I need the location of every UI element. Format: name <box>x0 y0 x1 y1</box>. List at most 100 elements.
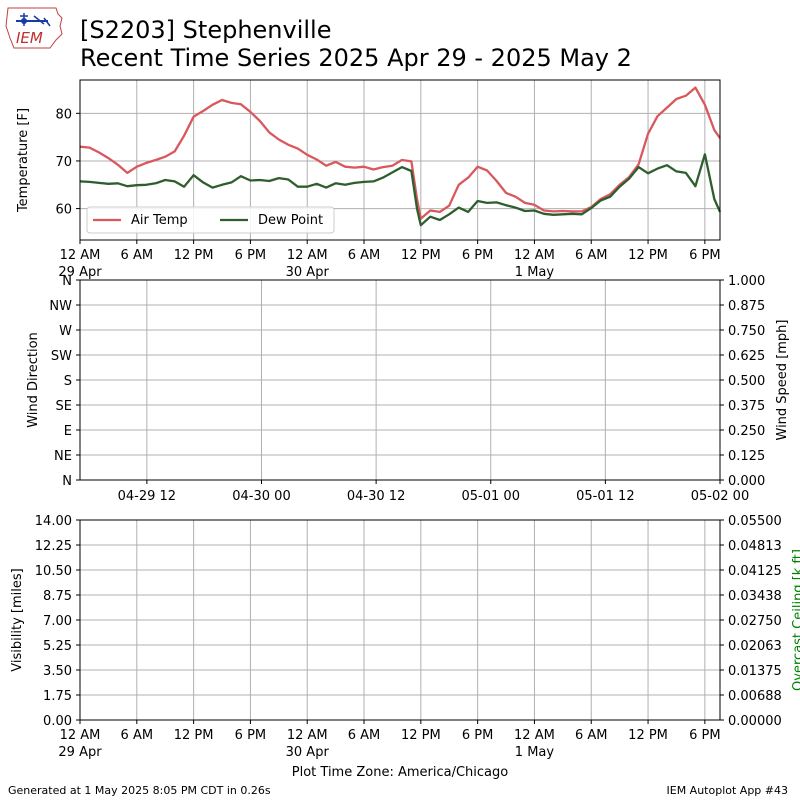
x-tick-label: 6 AM <box>348 248 381 263</box>
y2-tick-label: 0.750 <box>728 324 765 339</box>
y2-tick-label: 0.00000 <box>728 714 782 729</box>
x-axis-label: Plot Time Zone: America/Chicago <box>292 765 508 780</box>
y2-tick-label: 0.500 <box>728 374 765 389</box>
x-tick-label: 6 AM <box>121 248 154 263</box>
x-tick-label: 12 PM <box>174 728 214 743</box>
x-tick-label: 12 PM <box>628 248 668 263</box>
x-tick-sublabel: 29 Apr <box>58 265 102 280</box>
y2-tick-label: 0.000 <box>728 474 765 489</box>
y2-tick-label: 0.03438 <box>728 589 782 604</box>
y-tick-label: 5.25 <box>43 639 72 654</box>
x-tick-label: 12 PM <box>401 728 441 743</box>
plot-frame <box>79 279 721 481</box>
y-tick-label: 10.50 <box>35 564 72 579</box>
x-tick-label: 12 AM <box>60 248 101 263</box>
x-tick-label: 6 PM <box>689 248 720 263</box>
x-tick-label: 05-01 12 <box>576 489 634 504</box>
y-tick-label: 14.00 <box>35 514 72 529</box>
x-tick-label: 12 PM <box>401 248 441 263</box>
x-tick-sublabel: 1 May <box>515 265 555 280</box>
x-tick-sublabel: 29 Apr <box>58 745 102 760</box>
legend: Air Temp Dew Point <box>86 206 335 234</box>
y-tick-label: 12.25 <box>35 539 72 554</box>
x-tick-sublabel: 30 Apr <box>286 745 330 760</box>
plot-frame <box>79 519 721 721</box>
y2-tick-label: 0.02750 <box>728 614 782 629</box>
x-tick-label: 12 PM <box>628 728 668 743</box>
x-tick-label: 6 PM <box>235 728 266 743</box>
y-tick-label: SE <box>56 399 72 414</box>
legend-label-dew-point: Dew Point <box>258 213 323 228</box>
air-temp-line <box>79 86 721 220</box>
x-tick-label: 12 AM <box>514 728 555 743</box>
y-axis-label: Visibility [miles] <box>10 568 25 671</box>
plot-frame <box>79 79 721 241</box>
legend-box <box>86 206 335 234</box>
y-tick-label: 8.75 <box>43 589 72 604</box>
logo-text: IEM <box>16 29 43 47</box>
y2-tick-label: 0.00688 <box>728 689 782 704</box>
x-tick-label: 6 PM <box>462 728 493 743</box>
y2-tick-label: 0.01375 <box>728 664 782 679</box>
x-tick-label: 04-30 12 <box>347 489 405 504</box>
y-tick-label: 60 <box>55 203 72 218</box>
y2-tick-label: 0.04125 <box>728 564 782 579</box>
y-tick-label: S <box>64 374 72 389</box>
generated-footer: Generated at 1 May 2025 8:05 PM CDT in 0… <box>8 784 271 797</box>
x-tick-label: 6 PM <box>462 248 493 263</box>
y-tick-label: W <box>59 324 72 339</box>
x-tick-label: 12 PM <box>174 248 214 263</box>
y2-tick-label: 0.625 <box>728 349 765 364</box>
y-tick-label: NE <box>54 449 72 464</box>
y2-tick-label: 1.000 <box>728 274 765 289</box>
y2-axis-label: Overcast Ceiling [k ft] <box>791 549 800 691</box>
y-tick-label: E <box>64 424 72 439</box>
chart-title-line2: Recent Time Series 2025 Apr 29 - 2025 Ma… <box>80 44 632 72</box>
x-tick-label: 12 AM <box>287 728 328 743</box>
y-tick-label: 1.75 <box>43 689 72 704</box>
x-tick-label: 6 PM <box>235 248 266 263</box>
x-tick-label: 6 PM <box>689 728 720 743</box>
iem-logo: IEM <box>5 7 63 49</box>
x-tick-label: 6 AM <box>348 728 381 743</box>
y-tick-label: N <box>62 474 72 489</box>
y2-tick-label: 0.875 <box>728 299 765 314</box>
x-tick-label: 05-02 00 <box>691 489 749 504</box>
y2-axis-label: Wind Speed [mph] <box>775 320 790 441</box>
temperature-panel: 12 AM 29 Apr 6 AM 12 PM 6 PM 12 AM 30 Apr 6 AM 1… <box>16 79 722 280</box>
y-tick-label: NW <box>49 299 72 314</box>
y-tick-label: SW <box>51 349 72 364</box>
y2-tick-label: 0.05500 <box>728 514 782 529</box>
y-axis-label: Wind Direction <box>26 332 41 428</box>
visibility-panel: 12 AM 29 Apr 6 AM 12 PM 6 PM 12 AM 30 Apr 6 AM 1… <box>10 514 800 760</box>
x-tick-sublabel: 30 Apr <box>286 265 330 280</box>
x-tick-label: 6 AM <box>575 728 608 743</box>
y2-tick-label: 0.125 <box>728 449 765 464</box>
x-tick-label: 12 AM <box>60 728 101 743</box>
y2-tick-label: 0.375 <box>728 399 765 414</box>
y2-tick-label: 0.04813 <box>728 539 782 554</box>
legend-label-air-temp: Air Temp <box>131 213 188 228</box>
y-tick-label: 80 <box>55 107 72 122</box>
x-tick-label: 6 AM <box>121 728 154 743</box>
y-tick-label: 3.50 <box>43 664 72 679</box>
chart-title-line1: [S2203] Stephenville <box>80 16 332 44</box>
x-tick-label: 05-01 00 <box>462 489 520 504</box>
x-tick-label: 04-29 12 <box>118 489 176 504</box>
x-tick-sublabel: 1 May <box>515 745 555 760</box>
x-tick-label: 6 AM <box>575 248 608 263</box>
dew-point-line <box>79 153 722 227</box>
y-tick-label: N <box>62 274 72 289</box>
y-tick-label: 7.00 <box>43 614 72 629</box>
wind-panel: 04-29 12 04-30 00 04-30 12 05-01 00 05-01 12… <box>26 274 790 504</box>
y-tick-label: 70 <box>55 155 72 170</box>
x-tick-label: 12 AM <box>514 248 555 263</box>
y2-tick-label: 0.02063 <box>728 639 782 654</box>
app-footer: IEM Autoplot App #43 <box>666 784 789 797</box>
y2-tick-label: 0.250 <box>728 424 765 439</box>
x-tick-label: 12 AM <box>287 248 328 263</box>
y-tick-label: 0.00 <box>43 714 72 729</box>
y-axis-label: Temperature [F] <box>16 108 31 213</box>
x-tick-label: 04-30 00 <box>232 489 290 504</box>
